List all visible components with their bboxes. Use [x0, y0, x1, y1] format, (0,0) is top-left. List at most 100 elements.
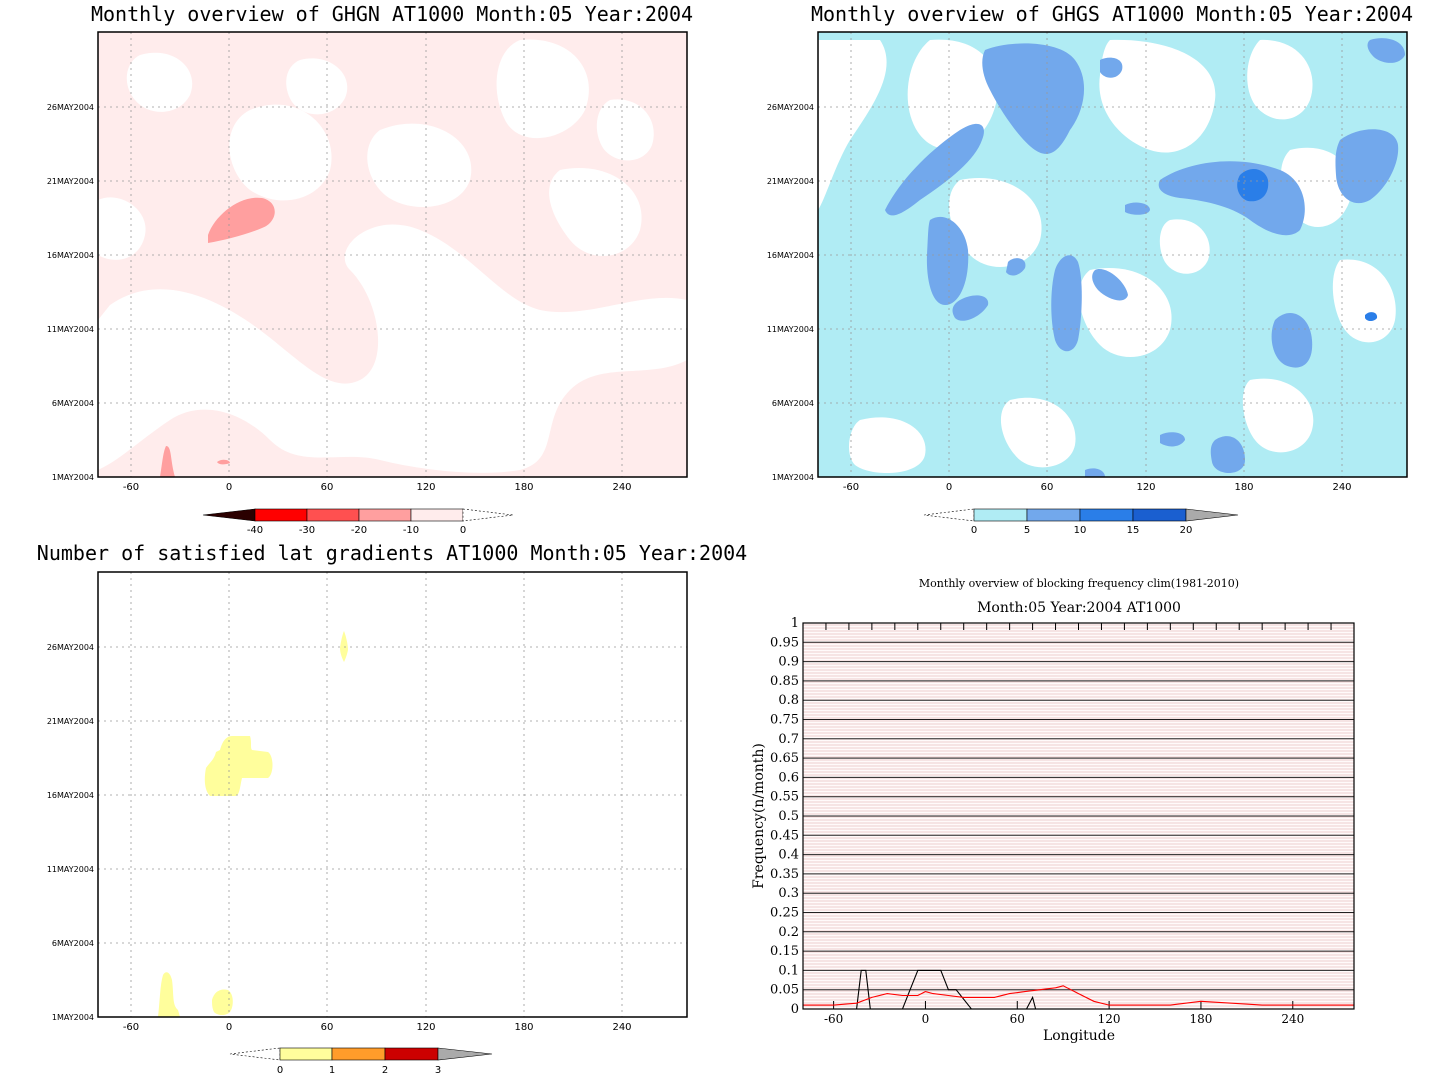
- y-tick-label: 1: [791, 616, 799, 631]
- y-tick-label: 11MAY2004: [47, 325, 94, 334]
- y-tick-label: 0: [791, 1002, 799, 1017]
- colorbar-label: 1: [329, 1065, 335, 1076]
- y-tick-label: 11MAY2004: [47, 865, 94, 874]
- colorbar-box: [384, 1047, 439, 1061]
- y-tick-label: 16MAY2004: [767, 251, 814, 260]
- y-tick-label: 0.9: [778, 655, 799, 670]
- ghgn-field: [98, 32, 687, 477]
- ghgs-colorbar: 0 5 10 15 20: [923, 508, 1239, 536]
- frequency-frame: [802, 622, 1355, 1010]
- colorbar-label: 2: [382, 1065, 388, 1076]
- y-tick-label: 0.85: [770, 674, 799, 689]
- colorbar-box: [358, 508, 412, 522]
- x-tick-label: 60: [321, 1022, 334, 1033]
- x-tick-label: 120: [1098, 1012, 1121, 1026]
- gradients-field: [98, 572, 687, 1017]
- x-tick-label: 0: [226, 482, 232, 493]
- x-tick-label: 240: [1332, 482, 1351, 493]
- gradients-y-ticks: 1MAY2004 6MAY2004 11MAY2004 16MAY2004 21…: [47, 643, 94, 1022]
- y-tick-label: 21MAY2004: [47, 177, 94, 186]
- colorbar-box: [254, 508, 308, 522]
- x-tick-label: 0: [922, 1012, 930, 1026]
- x-tick-label: 120: [416, 1022, 435, 1033]
- colorbar-arrow-left: [229, 1047, 281, 1061]
- ghgn-y-ticks: 1MAY2004 6MAY2004 11MAY2004 16MAY2004 21…: [47, 103, 94, 482]
- x-tick-label: 180: [1234, 482, 1253, 493]
- colorbar-box: [331, 1047, 386, 1061]
- y-tick-label: 0.95: [770, 635, 799, 650]
- colorbar-arrow-right: [437, 1047, 493, 1061]
- y-tick-label: 21MAY2004: [47, 717, 94, 726]
- y-tick-label: 0.5: [778, 809, 799, 824]
- colorbar-label: 5: [1024, 525, 1030, 536]
- x-tick-label: 120: [1136, 482, 1155, 493]
- y-tick-label: 0.05: [770, 983, 799, 998]
- colorbar-label: -30: [299, 525, 315, 536]
- ghgs-title: Monthly overview of GHGS AT1000 Month:05…: [811, 2, 1413, 26]
- y-tick-label: 1MAY2004: [52, 473, 94, 482]
- ghgs-x-ticks: -60 0 60 120 180 240: [843, 482, 1352, 493]
- frequency-ylabel: Frequency(n/month): [751, 743, 767, 889]
- ghgs-grid: [818, 32, 1407, 477]
- x-tick-label: 240: [612, 482, 631, 493]
- frequency-hatching: [803, 624, 1354, 1007]
- x-tick-label: 0: [226, 1022, 232, 1033]
- colorbar-box: [306, 508, 360, 522]
- y-tick-label: 6MAY2004: [772, 399, 814, 408]
- x-tick-label: 180: [1189, 1012, 1212, 1026]
- colorbar-label: 15: [1127, 525, 1140, 536]
- y-tick-label: 0.75: [770, 713, 799, 728]
- gradients-grid: [98, 572, 687, 1017]
- colorbar-box: [410, 508, 464, 522]
- panel-frequency: Monthly overview of blocking frequency c…: [751, 577, 1355, 1044]
- panel-ghgs: Monthly overview of GHGS AT1000 Month:05…: [767, 2, 1413, 536]
- ghgn-x-ticks: -60 0 60 120 180 240: [123, 482, 632, 493]
- x-tick-label: -60: [843, 482, 859, 493]
- x-tick-label: 0: [946, 482, 952, 493]
- colorbar-label: 20: [1180, 525, 1193, 536]
- colorbar-arrow-right: [462, 508, 514, 522]
- y-tick-label: 26MAY2004: [47, 643, 94, 652]
- x-tick-label: 180: [514, 482, 533, 493]
- y-tick-label: 6MAY2004: [52, 399, 94, 408]
- colorbar-box: [973, 508, 1028, 522]
- colorbar-arrow-right: [1185, 508, 1239, 522]
- y-tick-label: 11MAY2004: [767, 325, 814, 334]
- gradients-x-ticks: -60 0 60 120 180 240: [123, 1022, 632, 1033]
- y-tick-label: 0.15: [770, 944, 799, 959]
- ghgn-colorbar: -40 -30 -20 -10 0: [202, 508, 514, 536]
- y-tick-label: 0.3: [778, 886, 799, 901]
- ghgn-grid: [98, 32, 687, 477]
- x-tick-label: -60: [123, 1022, 139, 1033]
- frequency-xlabel: Longitude: [1043, 1028, 1115, 1044]
- colorbar-box: [1026, 508, 1081, 522]
- y-tick-label: 1MAY2004: [52, 1013, 94, 1022]
- ghgn-title: Monthly overview of GHGN AT1000 Month:05…: [91, 2, 693, 26]
- y-tick-label: 1MAY2004: [772, 473, 814, 482]
- colorbar-arrow-left: [923, 508, 975, 522]
- colorbar-label: -20: [351, 525, 367, 536]
- ghgs-y-ticks: 1MAY2004 6MAY2004 11MAY2004 16MAY2004 21…: [767, 103, 814, 482]
- colorbar-label: 10: [1074, 525, 1087, 536]
- y-tick-label: 0.1: [778, 963, 799, 978]
- series-line-1: [803, 985, 1354, 1006]
- y-tick-label: 6MAY2004: [52, 939, 94, 948]
- colorbar-label: -10: [403, 525, 419, 536]
- ghgs-field: [818, 32, 1407, 477]
- y-tick-label: 0.55: [770, 790, 799, 805]
- ghgn-frame: [97, 31, 688, 478]
- gradients-frame: [97, 571, 688, 1018]
- colorbar-label: 0: [277, 1065, 283, 1076]
- y-tick-label: 0.25: [770, 906, 799, 921]
- y-tick-label: 26MAY2004: [47, 103, 94, 112]
- frequency-title: Monthly overview of blocking frequency c…: [919, 577, 1239, 590]
- x-tick-label: 120: [416, 482, 435, 493]
- frequency-subtitle: Month:05 Year:2004 AT1000: [977, 600, 1181, 616]
- x-tick-label: -60: [123, 482, 139, 493]
- x-tick-label: 60: [1010, 1012, 1025, 1026]
- gradients-title: Number of satisfied lat gradients AT1000…: [37, 541, 747, 565]
- colorbar-label: 3: [435, 1065, 441, 1076]
- colorbar-label: 0: [460, 525, 466, 536]
- ghgs-frame: [817, 31, 1408, 478]
